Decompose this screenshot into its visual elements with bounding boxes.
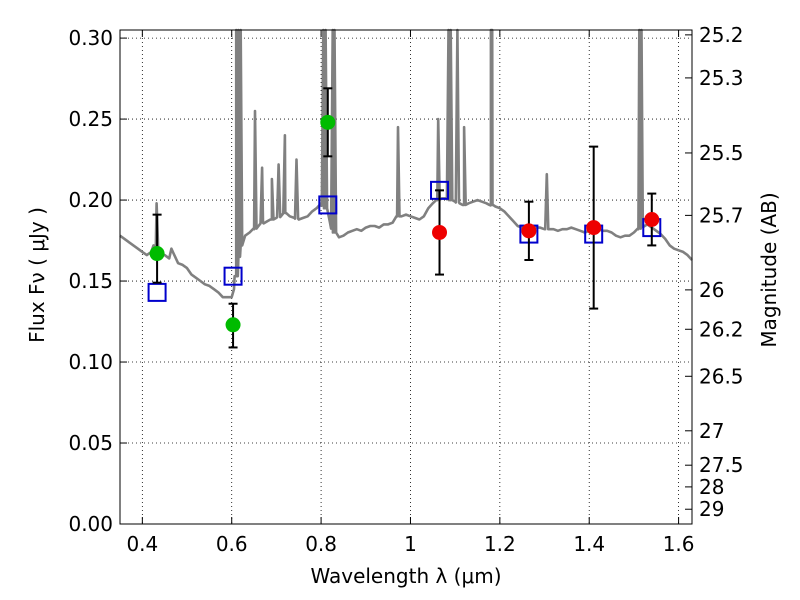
- mag-tick-label: 25.2: [699, 23, 744, 47]
- y-tick-label: 0.00: [68, 512, 113, 536]
- mag-tick-label: 25.7: [699, 203, 744, 227]
- observed-point: [432, 224, 448, 240]
- y2-axis-title: Magnitude (AB): [757, 192, 781, 347]
- x-tick-label: 1.6: [663, 532, 695, 556]
- plot-frame: [119, 29, 693, 525]
- x-tick-label: 0.8: [305, 532, 337, 556]
- y-tick-label: 0.20: [68, 188, 113, 212]
- mag-tick-label: 28: [699, 475, 724, 499]
- y-tick-label: 0.05: [68, 431, 113, 455]
- observed-point: [225, 317, 241, 333]
- x-axis-title: Wavelength λ (μm): [310, 564, 501, 588]
- template-spectrum: [119, 28, 693, 299]
- observed-point: [149, 246, 165, 262]
- mag-tick-label: 27: [699, 419, 724, 443]
- mag-tick-label: 27.5: [699, 453, 744, 477]
- mag-tick-label: 26.5: [699, 364, 744, 388]
- axis-ticks: 0.4 0.6 0.8 1 1.2 1.4 1.6 0.00 0.05 0.10 0.15 0.20 0…: [68, 23, 743, 556]
- model-point: [318, 195, 338, 215]
- y-axis-title: Flux Fν ( μJy ): [25, 207, 49, 343]
- observed-point: [320, 114, 336, 130]
- observed-point: [644, 212, 660, 228]
- x-tick-label: 0.4: [126, 532, 158, 556]
- model-point: [147, 282, 167, 302]
- x-tick-label: 1.2: [484, 532, 516, 556]
- observed-point: [521, 223, 537, 239]
- mag-tick-label: 26: [699, 278, 724, 302]
- mag-tick-label: 29: [699, 497, 724, 521]
- y-tick-label: 0.10: [68, 350, 113, 374]
- x-tick-label: 1.4: [573, 532, 605, 556]
- x-tick-label: 0.6: [216, 532, 248, 556]
- mag-tick-label: 25.3: [699, 66, 744, 90]
- y-tick-label: 0.30: [68, 26, 113, 50]
- y-tick-label: 0.25: [68, 107, 113, 131]
- observed-point: [586, 220, 602, 236]
- grid-lines: [120, 30, 692, 525]
- data-points: [147, 87, 662, 349]
- y-tick-label: 0.15: [68, 269, 113, 293]
- x-tick-label: 1: [404, 532, 417, 556]
- mag-tick-label: 26.2: [699, 317, 744, 341]
- spectrum-line: [119, 28, 693, 299]
- mag-tick-label: 25.5: [699, 141, 744, 165]
- model-point: [223, 266, 243, 286]
